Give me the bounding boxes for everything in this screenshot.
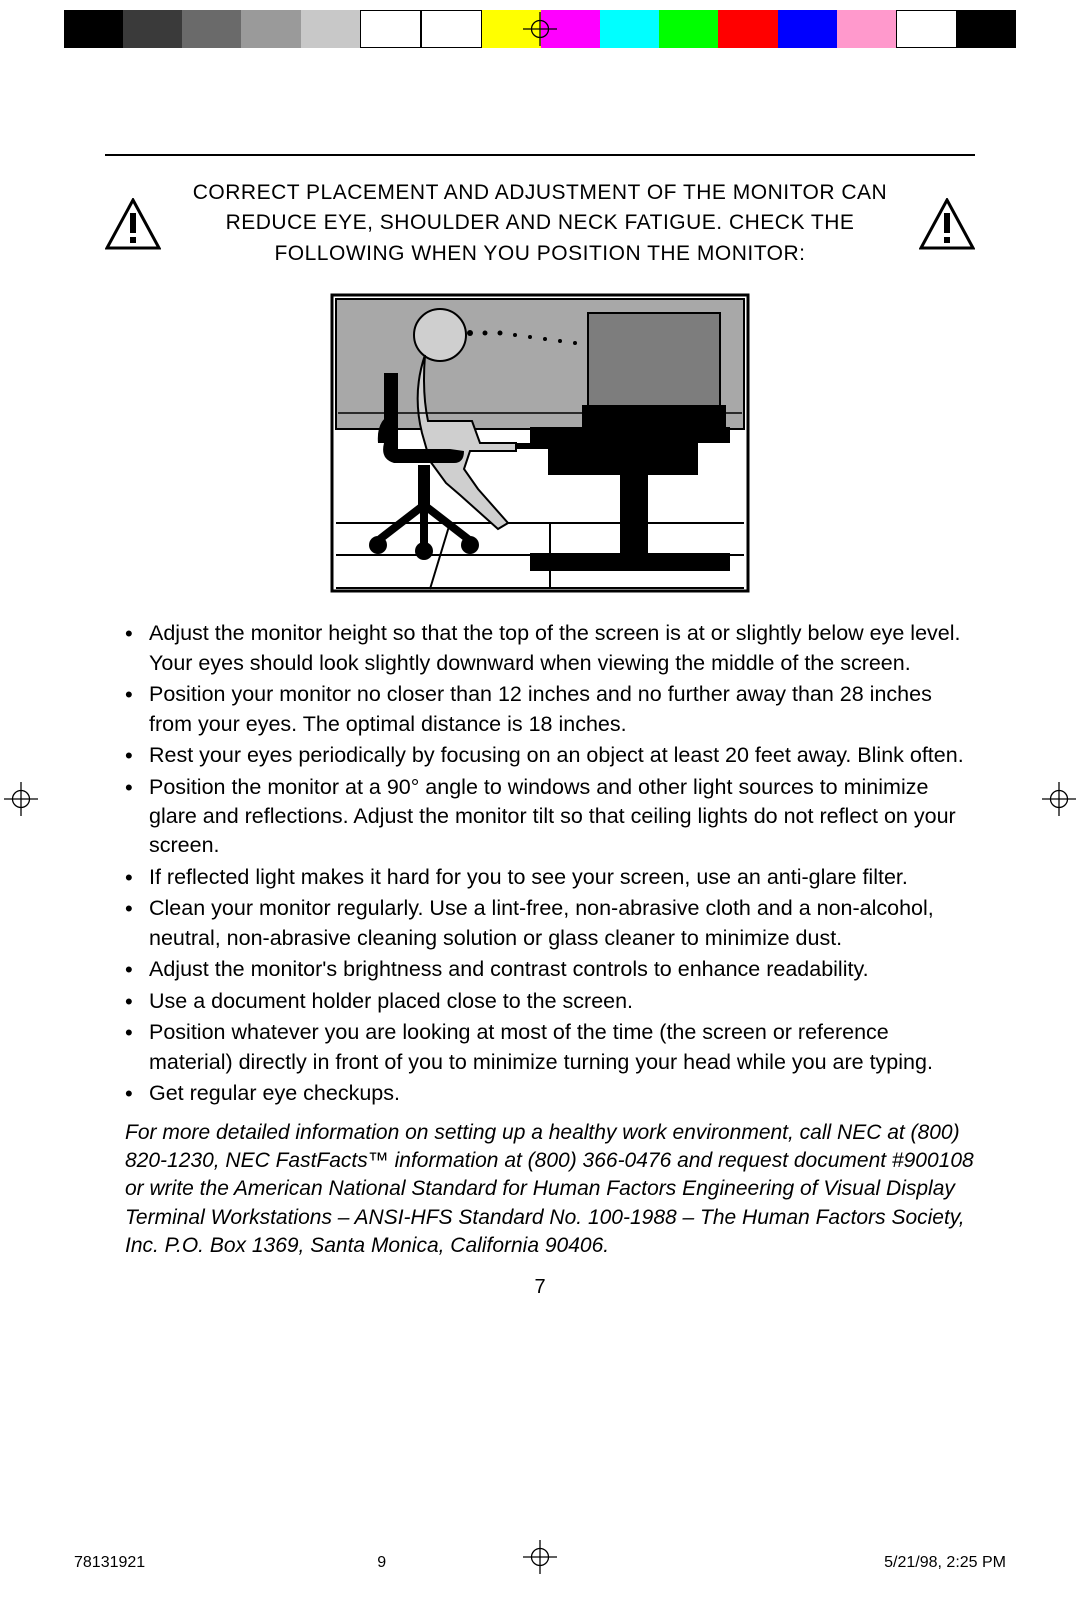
guideline-item: Position your monitor no closer than 12 … bbox=[149, 680, 975, 739]
registration-mark-icon bbox=[4, 782, 38, 816]
crop-mark-info: 78131921 9 5/21/98, 2:25 PM bbox=[74, 1554, 1006, 1572]
guideline-item: If reflected light makes it hard for you… bbox=[149, 863, 975, 892]
guideline-item: Adjust the monitor's brightness and cont… bbox=[149, 955, 975, 984]
top-rule bbox=[105, 154, 975, 156]
footnote-text: For more detailed information on setting… bbox=[105, 1119, 975, 1261]
page-number: 7 bbox=[105, 1276, 975, 1299]
header-text: CORRECT PLACEMENT AND ADJUSTMENT OF THE … bbox=[181, 178, 899, 269]
guideline-item: Use a document holder placed close to th… bbox=[149, 987, 975, 1016]
guideline-item: Rest your eyes periodically by focusing … bbox=[149, 741, 975, 770]
print-timestamp: 5/21/98, 2:25 PM bbox=[884, 1554, 1006, 1572]
sheet-number: 9 bbox=[377, 1554, 386, 1572]
guidelines-list: Adjust the monitor height so that the to… bbox=[105, 619, 975, 1108]
warning-header: CORRECT PLACEMENT AND ADJUSTMENT OF THE … bbox=[105, 178, 975, 269]
guideline-item: Get regular eye checkups. bbox=[149, 1079, 975, 1108]
page-content: CORRECT PLACEMENT AND ADJUSTMENT OF THE … bbox=[105, 154, 975, 1299]
registration-mark-icon bbox=[523, 12, 557, 46]
guideline-item: Position the monitor at a 90° angle to w… bbox=[149, 773, 975, 861]
ergonomics-illustration bbox=[330, 293, 750, 593]
guideline-item: Position whatever you are looking at mos… bbox=[149, 1018, 975, 1077]
guideline-item: Adjust the monitor height so that the to… bbox=[149, 619, 975, 678]
guideline-item: Clean your monitor regularly. Use a lint… bbox=[149, 894, 975, 953]
registration-mark-icon bbox=[1042, 782, 1076, 816]
warning-triangle-icon bbox=[919, 198, 975, 250]
doc-id: 78131921 bbox=[74, 1554, 145, 1572]
warning-triangle-icon bbox=[105, 198, 161, 250]
